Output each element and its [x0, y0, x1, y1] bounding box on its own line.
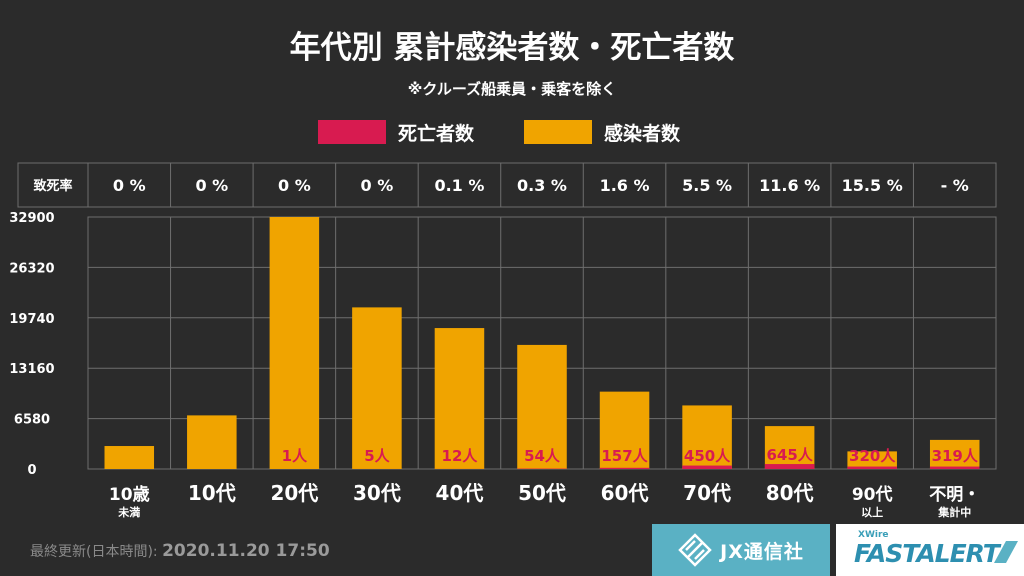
- fatality-rate: 0 %: [278, 176, 311, 195]
- x-category-label: 50代: [518, 481, 566, 505]
- y-tick-label: 13160: [9, 362, 54, 377]
- fatality-row-frame: [17, 162, 997, 208]
- x-category-sublabel: 未満: [117, 505, 140, 519]
- infection-bar: [352, 307, 402, 469]
- y-tick-label: 26320: [9, 261, 54, 276]
- fatality-rate: 0 %: [361, 176, 394, 195]
- fatality-rate: 15.5 %: [842, 176, 903, 195]
- fatality-rate: 0 %: [195, 176, 228, 195]
- infection-bar: [434, 328, 485, 469]
- x-category-sublabel: 以上: [861, 505, 883, 519]
- fastalert-text: FASTALERT: [854, 539, 1000, 568]
- death-bar: [764, 464, 815, 469]
- x-category-label: 20代: [270, 481, 318, 505]
- legend-item-deaths: 死亡者数: [318, 117, 474, 147]
- bar-chart: 致死率 0 % 0 % 0 % 0 % 0.1 % 0.3 % 1.6 % 5.5 % 11.6 …: [9, 162, 997, 519]
- fatality-rate: 0.1 %: [434, 176, 484, 195]
- x-category-sublabel: 集計中: [937, 505, 971, 519]
- updated-label: 最終更新(日本時間):: [30, 544, 158, 560]
- fatality-rate: - %: [941, 176, 969, 195]
- infection-bar: [847, 451, 897, 469]
- infection-bar: [599, 391, 650, 469]
- x-category-label: 10歳: [109, 484, 150, 505]
- fatality-rate: 1.6 %: [600, 176, 650, 195]
- legend-item-infections: 感染者数: [524, 117, 680, 147]
- death-count-label: 1人: [282, 447, 308, 465]
- x-category-label: 60代: [601, 481, 649, 505]
- fastalert-mark-icon: [994, 541, 1018, 563]
- y-tick-label: 0: [27, 463, 36, 478]
- death-count-label: 157人: [601, 447, 648, 465]
- fatality-rate: 11.6 %: [759, 176, 820, 195]
- x-category-label: 不明・: [929, 485, 980, 505]
- infection-bar: [517, 344, 567, 469]
- infection-bar: [764, 426, 815, 469]
- legend-label-infections: 感染者数: [604, 122, 681, 145]
- death-count-label: 54人: [524, 447, 561, 465]
- death-count-label: 319人: [932, 447, 979, 465]
- y-tick-label: 32900: [9, 211, 54, 226]
- x-category-label: 10代: [188, 481, 236, 505]
- last-updated: 最終更新(日本時間): 2020.11.20 17:50: [30, 541, 330, 561]
- death-count-label: 320人: [849, 447, 896, 465]
- x-category-label: 80代: [766, 481, 814, 505]
- death-count-label: 5人: [364, 447, 390, 465]
- jx-logo-icon: [678, 533, 712, 567]
- x-category-label: 70代: [683, 481, 731, 505]
- infection-bar: [682, 405, 732, 469]
- legend-swatch-deaths: [318, 120, 386, 144]
- death-bar: [929, 466, 980, 469]
- x-category-label: 30代: [353, 481, 401, 505]
- infection-bar: [187, 415, 237, 469]
- y-tick-label: 19740: [9, 312, 54, 327]
- fatality-rate: 0.3 %: [517, 176, 567, 195]
- fastalert-logo: XWire FASTALERT: [836, 524, 1024, 576]
- updated-value: 2020.11.20 17:50: [162, 541, 330, 561]
- death-bar: [599, 467, 650, 469]
- infection-bar: [929, 439, 980, 469]
- jx-logo-text: JX通信社: [720, 540, 804, 563]
- death-bar: [682, 465, 732, 469]
- legend-swatch-infections: [524, 120, 592, 144]
- legend: 死亡者数 感染者数: [0, 117, 1024, 147]
- x-category-label: 40代: [436, 481, 484, 505]
- death-count-label: 450人: [684, 447, 731, 465]
- fatality-rate: 5.5 %: [682, 176, 732, 195]
- fatality-rate: 0 %: [113, 176, 146, 195]
- death-bar: [847, 466, 897, 469]
- chart-title: 年代別 累計感染者数・死亡者数: [289, 30, 735, 66]
- death-count-label: 645人: [766, 446, 813, 464]
- death-count-label: 12人: [442, 447, 479, 465]
- jx-logo: JX通信社: [652, 524, 830, 576]
- xwire-text: XWire: [858, 530, 889, 540]
- infection-bar: [104, 446, 155, 469]
- x-category-label: 90代: [852, 484, 893, 505]
- legend-label-deaths: 死亡者数: [398, 122, 475, 145]
- infection-bar: [269, 217, 320, 469]
- y-tick-label: 6580: [14, 413, 50, 428]
- fatality-header: 致死率: [33, 178, 72, 194]
- chart-subtitle: ※クルーズ船乗員・乗客を除く: [407, 80, 617, 98]
